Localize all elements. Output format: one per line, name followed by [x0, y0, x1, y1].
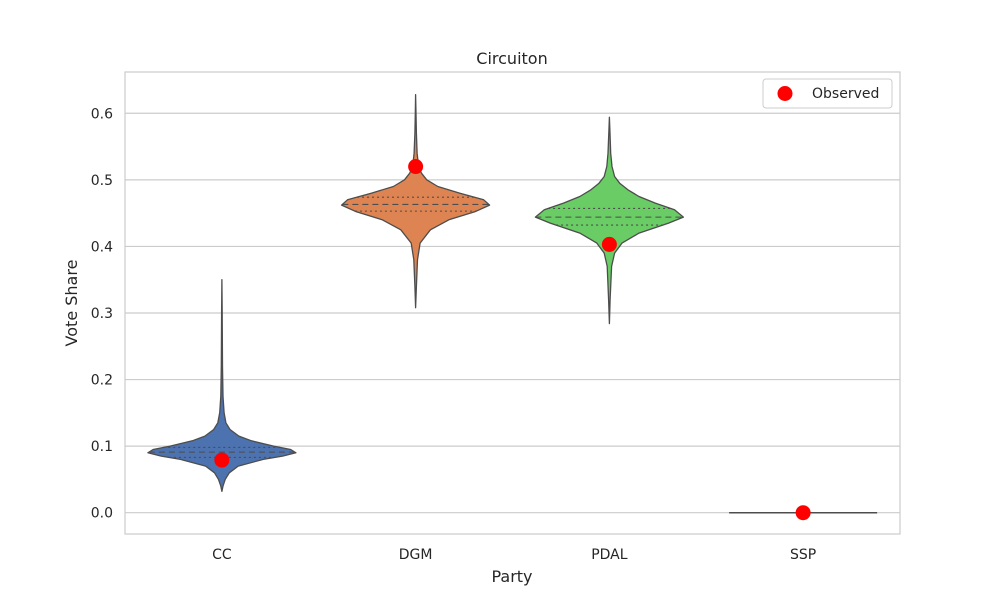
y-tick-label: 0.4	[91, 239, 113, 255]
y-axis-ticks: 0.0 0.1 0.2 0.3 0.4 0.5 0.6	[91, 106, 113, 521]
violins	[147, 93, 878, 514]
legend-marker-observed	[777, 86, 793, 101]
violin-pdal	[534, 116, 685, 325]
observed-point-pdal	[601, 236, 617, 252]
violin-body	[340, 93, 491, 309]
y-tick-label: 0.2	[91, 373, 113, 389]
x-axis-ticks: CC DGM PDAL SSP	[212, 547, 816, 563]
y-tick-label: 0.5	[91, 173, 113, 189]
y-tick-label: 0.1	[91, 439, 113, 455]
plot-frame	[124, 71, 901, 535]
y-tick-label: 0.0	[91, 506, 113, 522]
violin-dgm	[340, 93, 491, 309]
y-tick-label: 0.6	[91, 106, 113, 122]
violin-body	[147, 279, 297, 493]
violin-body	[534, 116, 685, 325]
legend: Observed	[762, 78, 893, 109]
violin-cc	[147, 279, 297, 493]
observed-point-ssp	[795, 505, 811, 521]
x-axis-label: Party	[491, 567, 532, 586]
legend-label-observed: Observed	[812, 86, 879, 102]
chart-title: Circuiton	[476, 49, 547, 68]
y-axis-label: Vote Share	[62, 260, 81, 347]
x-tick-label: CC	[212, 547, 232, 563]
observed-point-cc	[214, 452, 230, 468]
x-tick-label: DGM	[399, 547, 433, 563]
legend-box	[762, 78, 893, 109]
y-tick-label: 0.3	[91, 306, 113, 322]
x-tick-label: PDAL	[591, 547, 628, 563]
observed-points	[214, 159, 811, 521]
observed-point-dgm	[408, 159, 424, 175]
x-tick-label: SSP	[790, 547, 816, 563]
